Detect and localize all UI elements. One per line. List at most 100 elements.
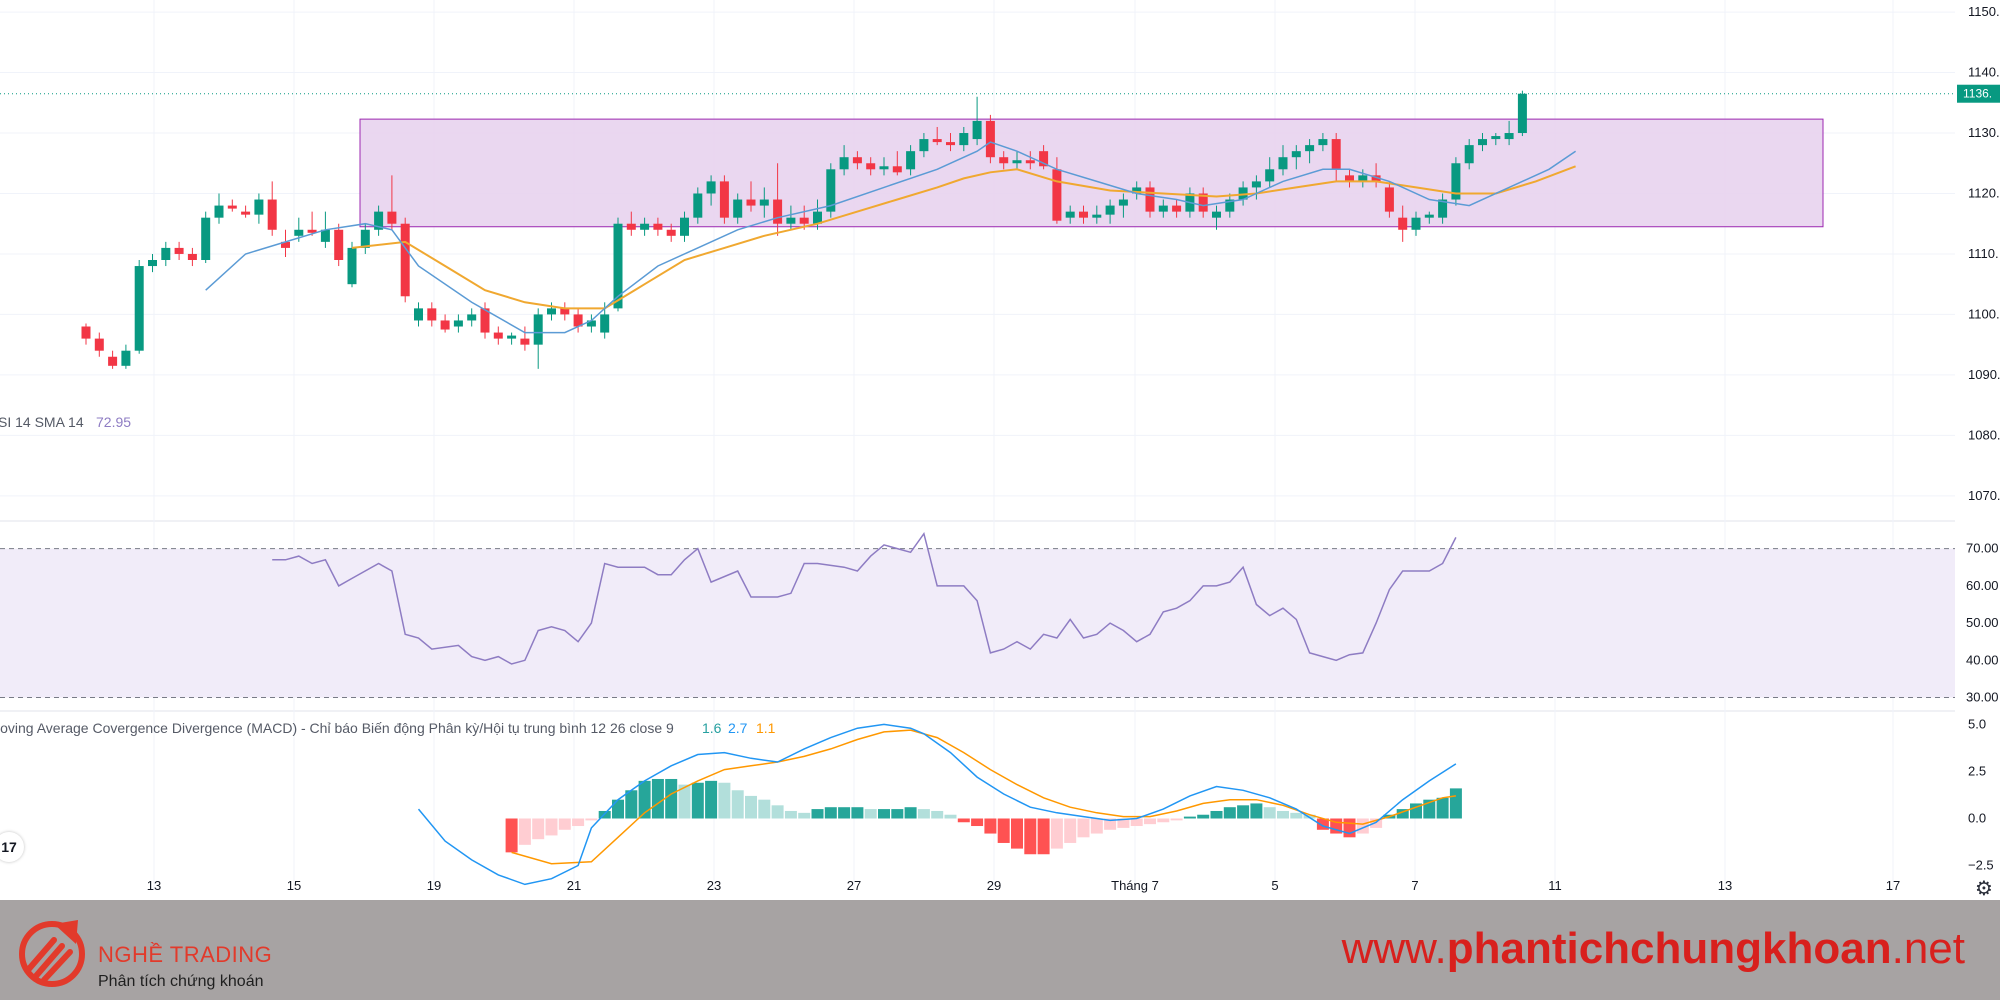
signal-value: 2.7 bbox=[728, 720, 748, 736]
candle bbox=[826, 163, 836, 218]
candle bbox=[680, 211, 689, 242]
price-range-zone[interactable] bbox=[359, 118, 1824, 228]
rsi-tick-label: 50.00 bbox=[1966, 615, 1999, 630]
macd-hist-bar bbox=[1316, 818, 1329, 830]
macd-hist-bar bbox=[1130, 818, 1143, 827]
macd-hist-bar bbox=[851, 807, 864, 819]
candle bbox=[81, 323, 91, 345]
brand-name: NGHỀ TRADING bbox=[98, 942, 273, 967]
candle bbox=[1172, 199, 1182, 218]
macd-hist-bar bbox=[1104, 818, 1117, 830]
candle bbox=[427, 302, 437, 327]
macd-hist-bar bbox=[984, 818, 997, 834]
rsi-value: 72.95 bbox=[96, 414, 131, 430]
candle bbox=[879, 157, 889, 176]
time-tick-label: 17 bbox=[1886, 878, 1900, 893]
candle bbox=[440, 314, 450, 333]
macd-hist-bar bbox=[798, 812, 811, 819]
candle bbox=[1291, 145, 1301, 170]
macd-hist-bar bbox=[705, 780, 718, 819]
macd-hist-bar bbox=[585, 818, 598, 821]
candle bbox=[1438, 193, 1448, 224]
candle bbox=[281, 229, 290, 257]
candles bbox=[81, 90, 1527, 369]
macd-hist-bar bbox=[1277, 810, 1289, 819]
candle bbox=[999, 151, 1009, 170]
candle bbox=[666, 223, 676, 242]
macd-hist-bar bbox=[665, 778, 678, 819]
candle bbox=[560, 302, 570, 321]
candle bbox=[932, 126, 942, 146]
candle bbox=[227, 199, 237, 212]
ma-fast-line bbox=[205, 141, 1577, 334]
tradingview-logo[interactable]: 17 bbox=[0, 832, 24, 862]
candle bbox=[733, 193, 743, 224]
macd-tick-label: −2.5 bbox=[1968, 858, 1994, 873]
price-tick-label: 1140. bbox=[1968, 65, 2000, 80]
macd-hist-bar bbox=[1117, 818, 1130, 828]
candle bbox=[706, 175, 716, 206]
url-prefix: www. bbox=[1341, 924, 1447, 973]
macd-hist-bar bbox=[1423, 799, 1436, 819]
macd-hist-bar bbox=[1090, 818, 1103, 834]
rsi-title[interactable]: SI 14 SMA 14 bbox=[0, 414, 84, 430]
price-axis[interactable]: 1150. 1140. 1130. 1120. 1110. 1100. 1090. 1080.… bbox=[1968, 4, 2000, 503]
candle bbox=[387, 175, 397, 230]
macd-hist-bar bbox=[878, 809, 890, 819]
candle bbox=[1265, 157, 1275, 188]
candle bbox=[1305, 139, 1315, 164]
time-tick-label: 29 bbox=[987, 878, 1001, 893]
candle bbox=[1212, 205, 1221, 230]
macd-hist-bar bbox=[1157, 818, 1170, 823]
candle bbox=[866, 157, 876, 176]
candle bbox=[533, 308, 543, 369]
candle bbox=[1278, 145, 1288, 176]
macd-title[interactable]: loving Average Covergence Divergence (MA… bbox=[0, 720, 674, 736]
price-tick-label: 1130. bbox=[1968, 125, 2000, 140]
candle bbox=[480, 302, 490, 339]
price-tick-label: 1110. bbox=[1968, 246, 1999, 261]
candle bbox=[1065, 205, 1075, 224]
macd-hist-bar bbox=[784, 810, 797, 819]
macd-hist-bar bbox=[1197, 814, 1210, 819]
candle bbox=[852, 151, 862, 170]
website-url[interactable]: www.phantichchungkhoan.net bbox=[1342, 924, 1965, 974]
candle bbox=[1424, 211, 1434, 224]
macd-signal-line bbox=[511, 729, 1457, 865]
macd-hist-bar bbox=[718, 782, 731, 819]
macd-hist-bar bbox=[1410, 803, 1422, 819]
rsi-band-fill bbox=[0, 548, 1955, 698]
macd-hist-bar bbox=[1011, 818, 1023, 849]
candle bbox=[1145, 181, 1155, 218]
gear-icon[interactable]: ⚙ bbox=[1975, 878, 1993, 900]
candle bbox=[453, 314, 463, 333]
candle bbox=[906, 145, 916, 176]
candle bbox=[547, 302, 556, 321]
candle bbox=[1105, 199, 1115, 224]
url-main: phantichchungkhoan bbox=[1446, 924, 1892, 973]
time-axis[interactable]: 13 15 19 21 23 27 29 Tháng 7 5 7 11 13 17 bbox=[147, 878, 1900, 893]
candle bbox=[1491, 133, 1501, 146]
candle bbox=[640, 217, 650, 236]
nghe-trading-logo bbox=[19, 920, 85, 987]
rsi-tick-label: 40.00 bbox=[1966, 652, 1999, 667]
candle bbox=[1384, 181, 1394, 218]
macd-hist-bar bbox=[1449, 788, 1462, 819]
candle bbox=[573, 308, 583, 333]
time-tick-label: 21 bbox=[567, 878, 581, 893]
candle bbox=[1331, 133, 1341, 182]
candle bbox=[1358, 169, 1368, 188]
candle bbox=[108, 350, 118, 369]
macd-axis[interactable]: 5.0 2.5 0.0 −2.5 bbox=[1968, 716, 1994, 872]
footer-banner: NGHỀ TRADING Phân tích chứng khoán www.p… bbox=[0, 900, 2000, 1000]
rsi-line bbox=[272, 531, 1457, 665]
macd-hist-bar bbox=[864, 809, 877, 819]
price-tick-label: 1070. bbox=[1968, 488, 2000, 503]
macd-hist-bar bbox=[1210, 810, 1223, 819]
candle bbox=[1079, 205, 1088, 224]
candle bbox=[174, 241, 184, 260]
time-tick-label: 19 bbox=[427, 878, 441, 893]
candle bbox=[586, 314, 596, 333]
rsi-axis[interactable]: 70.00 60.00 50.00 40.00 30.00 bbox=[1966, 541, 1999, 705]
chart-canvas[interactable]: 1136. 1150. 1140. 1130. 1120. 1110. 1100. 1090… bbox=[0, 0, 2000, 900]
